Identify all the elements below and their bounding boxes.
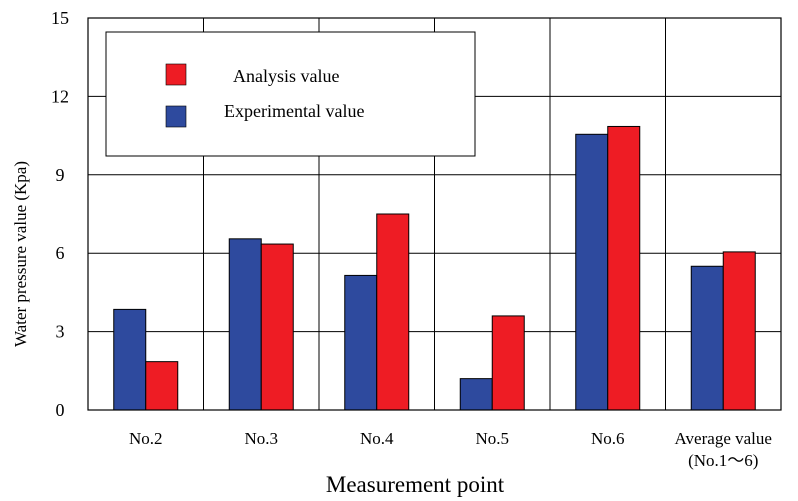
y-tick-label-1: 3 [56,322,65,342]
x-tick-label-2: No.4 [360,429,394,448]
legend-label-experimental: Experimental value [224,101,364,121]
bar-analysis-3 [491,315,525,411]
legend-swatch-experimental [165,105,187,128]
bar-experimental-4 [575,133,609,411]
bar-experimental-5 [690,265,724,411]
bar-experimental-1 [228,238,262,411]
y-tick-label-5: 15 [51,8,69,28]
legend-swatch-analysis [165,63,187,86]
plot-frame [87,17,782,411]
bar-experimental-3 [459,378,493,411]
bar-experimental-2 [344,274,378,411]
bar-experimental-0 [113,308,147,411]
x-axis-label: Measurement point [326,472,505,497]
bars [113,125,756,411]
x-tick-labels: No.2 No.3 No.4 No.5 No.6 Average value (No.1〜6… [129,429,772,470]
x-tick-label-5-line-0: Average value [675,429,772,448]
y-tick-label-2: 6 [56,243,65,263]
legend-label-analysis: Analysis value [233,66,339,86]
y-tick-label-3: 9 [56,165,65,185]
bar-analysis-2 [376,213,410,411]
x-tick-label-5-line-1: (No.1〜6) [688,451,758,470]
y-tick-labels: 0 3 6 9 12 15 [51,8,69,420]
bar-analysis-4 [607,125,641,411]
x-tick-label-0: No.2 [129,429,163,448]
legend-box [105,31,476,157]
y-tick-label-0: 0 [56,400,65,420]
y-tick-label-4: 12 [51,86,69,106]
bar-analysis-5 [722,251,756,411]
y-axis-label: Water pressure value (Kpa) [11,161,30,347]
bar-analysis-0 [145,361,179,411]
x-tick-label-3: No.5 [475,429,509,448]
bar-analysis-1 [260,243,294,411]
x-tick-label-4: No.6 [591,429,625,448]
legend: Analysis value Experimental value [105,31,476,157]
x-tick-label-1: No.3 [244,429,278,448]
